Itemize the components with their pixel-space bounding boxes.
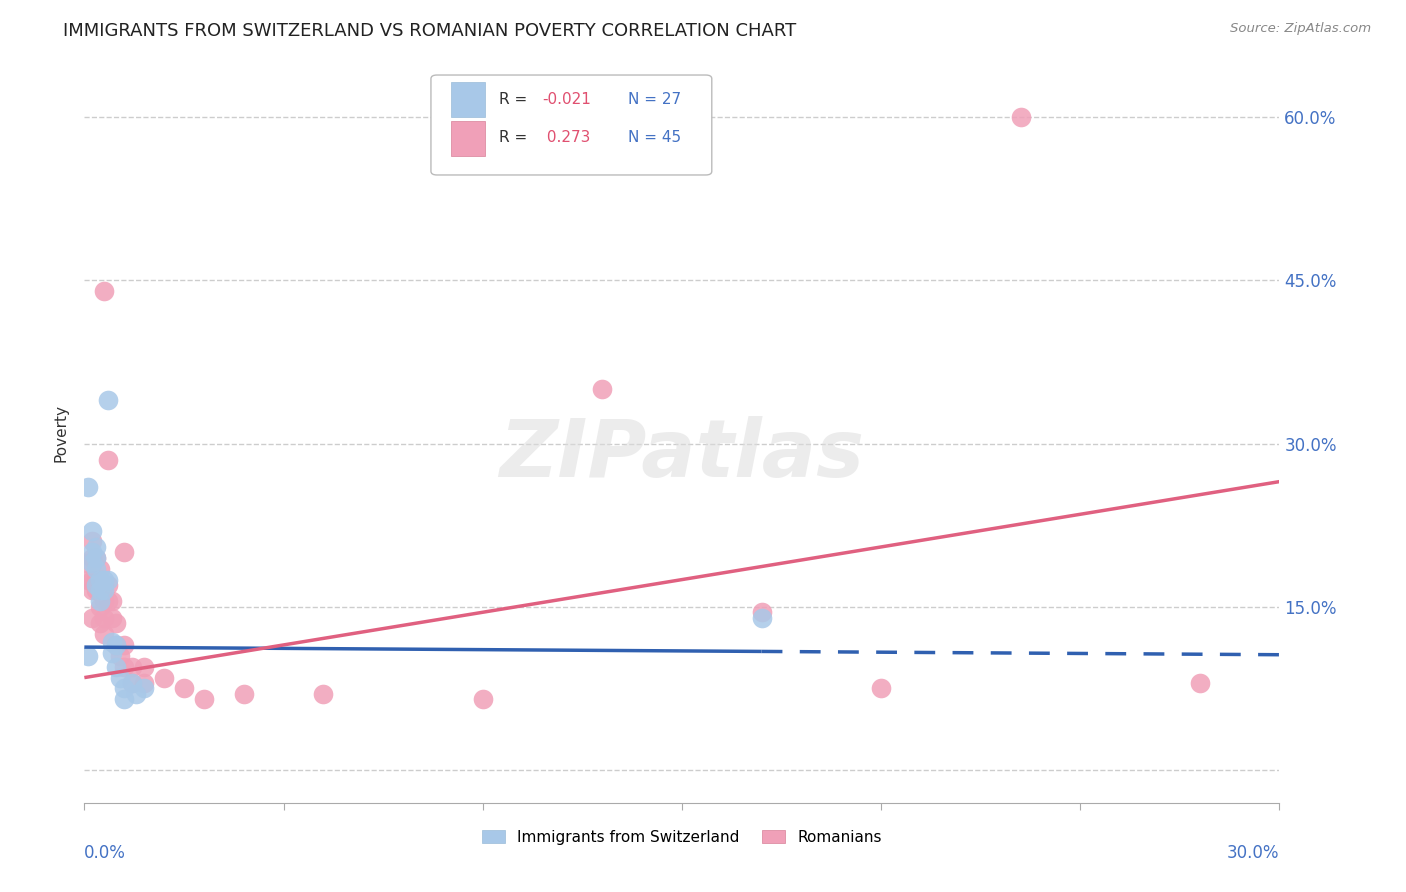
Point [1188,676,1211,690]
Point [132,681,156,696]
Point [105,638,128,652]
Point [112,638,135,652]
Point [82,545,104,559]
Point [82,550,104,565]
Point [97,573,120,587]
Point [101,611,124,625]
Text: N = 27: N = 27 [628,92,682,107]
Legend: Immigrants from Switzerland, Romanians: Immigrants from Switzerland, Romanians [475,823,889,851]
Text: 0.0%: 0.0% [84,844,127,862]
Point [93,594,115,608]
Point [97,594,120,608]
Point [82,611,104,625]
Point [93,627,115,641]
Point [86,550,108,565]
Point [1010,110,1032,124]
Point [105,616,128,631]
Point [86,540,108,554]
Point [77,480,100,494]
Point [751,605,773,619]
Point [89,616,111,631]
Point [153,671,176,685]
Point [110,671,132,685]
FancyBboxPatch shape [451,82,485,117]
Point [89,599,111,614]
Point [82,524,104,538]
Point [93,611,115,625]
Point [97,392,120,407]
Point [82,534,104,549]
Point [121,676,143,690]
Point [89,573,111,587]
Text: -0.021: -0.021 [543,92,591,107]
Text: N = 45: N = 45 [628,130,682,145]
Point [97,578,120,592]
Point [89,562,111,576]
Point [82,583,104,598]
Point [105,659,128,673]
Y-axis label: Poverty: Poverty [53,403,69,462]
Text: 30.0%: 30.0% [1227,844,1279,862]
Point [132,676,156,690]
Point [125,687,148,701]
Point [591,382,613,396]
Point [97,453,120,467]
Text: IMMIGRANTS FROM SWITZERLAND VS ROMANIAN POVERTY CORRELATION CHART: IMMIGRANTS FROM SWITZERLAND VS ROMANIAN … [63,22,797,40]
Text: R =: R = [499,130,533,145]
Point [93,573,115,587]
Point [173,681,195,696]
Point [112,545,135,559]
Point [89,594,111,608]
Point [89,583,111,598]
Point [86,583,108,598]
Point [110,648,132,663]
Point [93,284,115,298]
Point [82,556,104,570]
FancyBboxPatch shape [432,75,711,175]
Point [86,562,108,576]
Point [751,611,773,625]
Point [86,550,108,565]
Point [112,681,135,696]
Point [101,594,124,608]
Point [89,573,111,587]
Point [93,578,115,592]
Point [112,659,135,673]
Point [870,681,893,696]
Text: R =: R = [499,92,533,107]
Point [121,659,143,673]
Point [101,634,124,648]
Point [93,583,115,598]
Text: ZIPatlas: ZIPatlas [499,416,865,494]
Point [82,573,104,587]
Point [86,573,108,587]
Point [112,692,135,706]
Point [121,676,143,690]
Point [77,648,100,663]
Point [77,556,100,570]
Text: 0.273: 0.273 [543,130,591,145]
Point [132,659,156,673]
Point [77,573,100,587]
Text: Source: ZipAtlas.com: Source: ZipAtlas.com [1230,22,1371,36]
Point [86,578,108,592]
Point [105,638,128,652]
Point [193,692,215,706]
Point [101,646,124,660]
Point [312,687,335,701]
Point [232,687,254,701]
FancyBboxPatch shape [451,121,485,156]
Point [471,692,494,706]
